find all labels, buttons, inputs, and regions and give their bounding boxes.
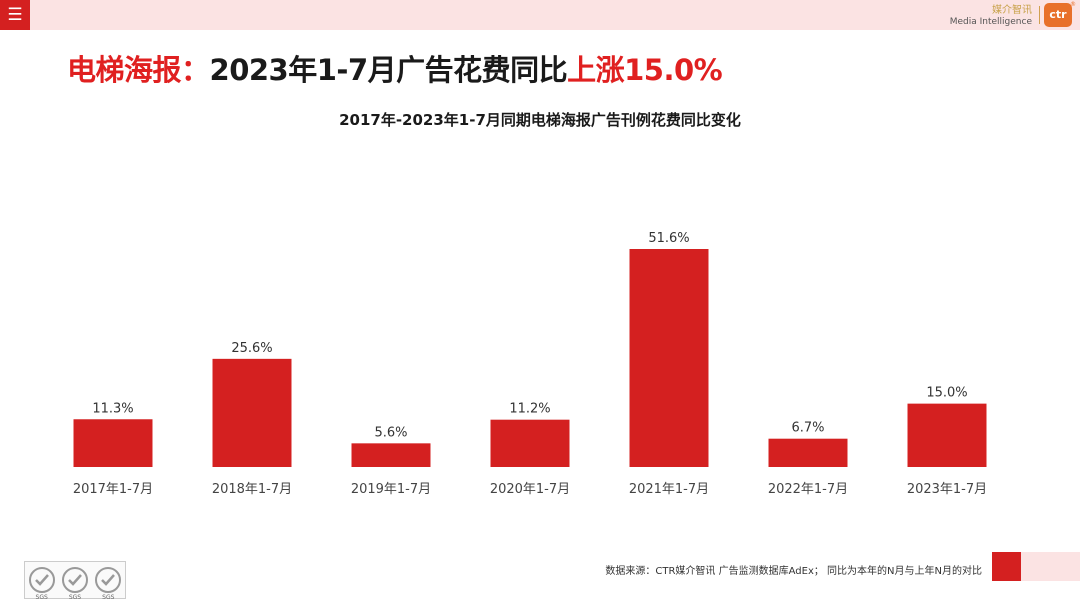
hamburger-menu-icon[interactable]: ☰	[0, 0, 30, 30]
title-period: 2023年1-7月广告花费同比	[209, 53, 568, 87]
x-tick-label-4: 2021年1-7月	[629, 482, 709, 497]
sgs-badge-icon: SGS	[94, 566, 122, 601]
title-highlight: 上涨15.0%	[567, 53, 723, 87]
bar-6	[907, 403, 987, 467]
sgs-badge-label: SGS	[68, 594, 82, 601]
footer-accent-pink	[1021, 552, 1080, 581]
bar-1	[212, 358, 292, 467]
x-tick-label-6: 2023年1-7月	[907, 482, 987, 497]
data-label-0: 11.3%	[92, 401, 133, 416]
x-tick-label-5: 2022年1-7月	[768, 482, 848, 497]
chart-title: 2017年-2023年1-7月同期电梯海报广告刊例花费同比变化	[339, 111, 741, 129]
sgs-badge-icon: SGS	[61, 566, 89, 601]
data-label-2: 5.6%	[374, 425, 407, 440]
bar-4	[629, 249, 709, 467]
page-title: 电梯海报：2023年1-7月广告花费同比上涨15.0%	[67, 47, 723, 89]
brand-block: 媒介智讯 Media Intelligence	[950, 6, 1032, 27]
bar-0	[73, 419, 153, 467]
brand-name-en: Media Intelligence	[949, 17, 1032, 27]
data-label-1: 25.6%	[231, 341, 272, 356]
ctr-logo-icon: ctr	[1044, 3, 1072, 27]
sgs-badge-label: SGS	[102, 594, 115, 601]
data-source-note: 数据来源：CTR媒介智讯 广告监测数据库AdEx； 同比为本年的N月与上年N月的…	[605, 566, 982, 577]
x-tick-label-1: 2018年1-7月	[212, 482, 292, 497]
sgs-badge-icon: SGS	[28, 566, 56, 601]
data-label-5: 6.7%	[791, 421, 824, 436]
data-label-4: 51.6%	[648, 231, 689, 246]
data-label-3: 11.2%	[509, 402, 550, 417]
title-topic: 电梯海报：	[67, 53, 210, 87]
logo-registered-mark: ®	[1070, 1, 1076, 8]
brand-name-cn: 媒介智讯	[992, 5, 1032, 16]
x-tick-label-2: 2019年1-7月	[351, 482, 431, 497]
data-label-6: 15.0%	[926, 386, 967, 401]
top-bar	[0, 0, 1080, 30]
footer-accent-red	[992, 552, 1021, 581]
bar-3	[490, 419, 570, 467]
bar-2	[351, 443, 431, 467]
bar-5	[768, 438, 848, 467]
brand-divider	[1039, 6, 1040, 24]
sgs-badge-label: SGS	[35, 594, 48, 601]
certification-badges: SGS SGS SGS	[24, 561, 126, 601]
x-tick-label-0: 2017年1-7月	[73, 482, 153, 497]
x-tick-label-3: 2020年1-7月	[490, 482, 570, 497]
